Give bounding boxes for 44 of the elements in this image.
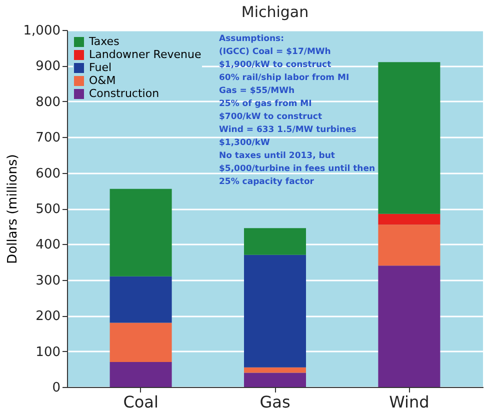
y-tick-label: 100	[36, 344, 60, 360]
y-tick-label: 600	[36, 166, 60, 182]
y-tick-label: 0	[52, 380, 60, 396]
y-tick-label: 200	[36, 309, 60, 324]
bar	[110, 188, 172, 276]
legend-label: Construction	[89, 87, 160, 100]
legend-label: Taxes	[88, 35, 120, 48]
chart-title: Michigan	[241, 3, 309, 21]
bar	[378, 214, 440, 225]
annotation: Wind = 633 1.5/MW turbines	[219, 125, 356, 135]
annotation: $1,300/kW	[219, 138, 271, 148]
y-tick-label: 700	[36, 130, 60, 146]
y-axis-title: Dollars (millions)	[5, 154, 20, 264]
bar	[378, 62, 440, 214]
legend-label: Fuel	[89, 61, 112, 74]
annotation: (IGCC) Coal = $17/MWh	[219, 47, 331, 57]
annotation: Assumptions:	[219, 34, 284, 44]
legend-label: Landowner Revenue	[89, 48, 202, 61]
bar	[244, 254, 306, 368]
y-tick-label: 800	[36, 94, 60, 110]
annotation: Gas = $55/MWh	[219, 86, 295, 96]
y-tick-label: 500	[36, 202, 60, 217]
x-tick-label: Wind	[389, 392, 430, 412]
annotation: No taxes until 2013, but	[219, 151, 335, 161]
x-tick-label: Coal	[123, 392, 158, 412]
bar	[378, 224, 440, 266]
annotation: 25% capacity factor	[219, 177, 315, 187]
y-tick-label: 400	[36, 238, 60, 253]
annotation: $700/kW to construct	[219, 112, 322, 122]
x-tick-label: Gas	[260, 392, 290, 412]
bar	[110, 276, 172, 323]
annotation: 60% rail/ship labor from MI	[219, 73, 350, 83]
bar	[110, 322, 172, 362]
y-tick-label: 1,000	[23, 24, 60, 38]
annotation: 25% of gas from MI	[219, 99, 312, 109]
annotation: $5,000/turbine in fees until then	[219, 164, 376, 174]
legend-label: O&M	[89, 74, 116, 87]
bar	[244, 367, 306, 373]
bar	[110, 362, 172, 387]
y-tick-label: 900	[36, 59, 60, 74]
y-tick-label: 300	[36, 273, 60, 288]
bar	[244, 228, 306, 255]
bar	[244, 372, 306, 387]
bar	[378, 266, 440, 387]
